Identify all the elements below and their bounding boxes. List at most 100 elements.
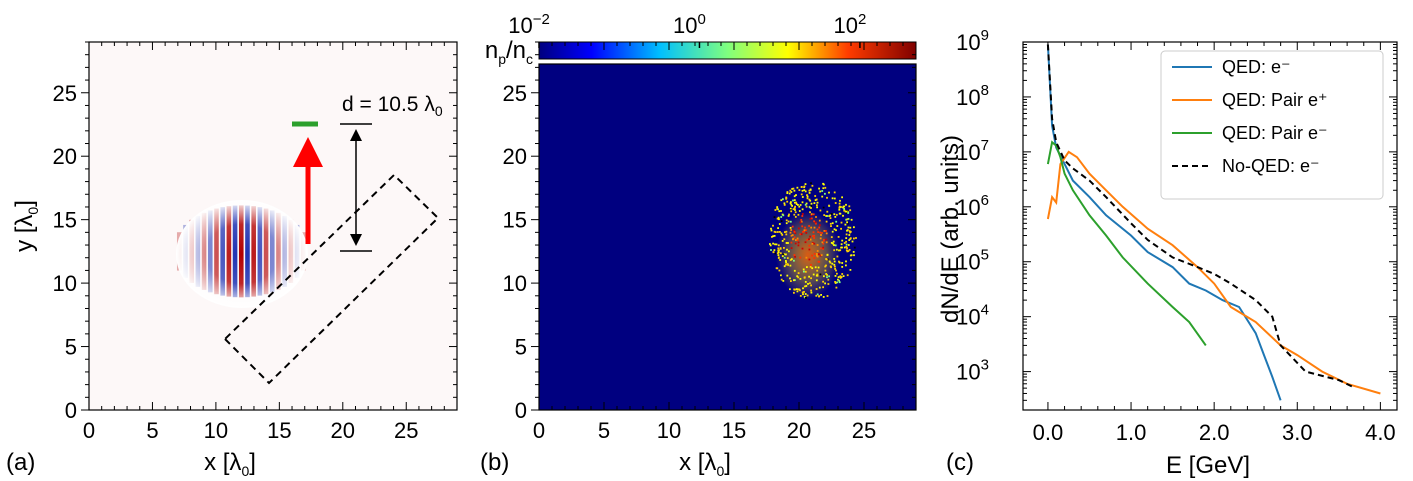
particle — [826, 196, 828, 199]
distance-annotation: d = 10.5 λ0 — [342, 93, 443, 119]
particle — [853, 226, 855, 229]
particle — [840, 206, 842, 208]
particle — [806, 266, 808, 268]
particle — [816, 254, 818, 257]
particle — [800, 186, 803, 188]
particle — [823, 230, 826, 232]
particle — [825, 273, 828, 275]
particle — [785, 233, 788, 236]
particle — [788, 250, 790, 253]
particle — [794, 216, 797, 218]
particle — [845, 233, 848, 236]
particle — [803, 189, 806, 191]
particle — [828, 260, 831, 263]
x-tick-label: 1.0 — [1116, 420, 1147, 445]
particle — [802, 287, 804, 290]
particle — [804, 270, 807, 273]
y-tick-label: 103 — [956, 357, 989, 385]
colorbar-tick-label: 100 — [673, 11, 706, 38]
particle — [810, 205, 813, 207]
particle — [835, 269, 837, 272]
particle — [822, 238, 825, 241]
particle — [783, 238, 786, 241]
y-tick-label: 20 — [503, 144, 527, 169]
particle — [781, 234, 784, 236]
particle — [794, 209, 796, 211]
particle — [785, 260, 787, 262]
particle — [789, 259, 792, 261]
x-tick-label: 0 — [83, 418, 95, 443]
particle — [824, 186, 827, 189]
particle — [802, 293, 804, 296]
y-tick-label: 20 — [53, 144, 77, 169]
particle — [810, 289, 812, 292]
particle — [822, 286, 824, 289]
particle — [853, 237, 855, 240]
particle — [797, 244, 800, 247]
particle — [809, 217, 812, 220]
particle — [835, 286, 838, 289]
particle — [823, 214, 826, 216]
particle — [838, 249, 840, 252]
particle — [793, 231, 796, 233]
particle — [790, 241, 793, 244]
particle — [837, 236, 840, 238]
particle — [839, 277, 842, 279]
particle — [773, 249, 776, 251]
particle — [800, 193, 803, 196]
particle — [780, 232, 783, 235]
particle — [785, 222, 788, 225]
particle — [838, 202, 841, 205]
particle — [773, 230, 776, 233]
panel-c: 0.0 1.0 2.0 3.0 4.0 103 104 105 106 107 108 109 QED… — [937, 27, 1398, 479]
particle — [808, 258, 811, 261]
particle — [793, 288, 796, 291]
particle — [847, 218, 850, 220]
legend-label: QED: Pair e⁻ — [1222, 123, 1328, 143]
particle — [810, 284, 812, 287]
particle — [834, 281, 836, 283]
panel-b: 10−2 100 102 np/nc 0 5 10 15 20 25 0 5 10 15 20 25 x … — [480, 11, 917, 479]
particle — [785, 263, 787, 266]
particle — [772, 242, 774, 245]
particle — [788, 213, 790, 216]
particle — [805, 205, 808, 208]
particle — [785, 197, 788, 200]
particle — [833, 191, 836, 194]
particle — [824, 230, 827, 232]
particle — [813, 252, 816, 255]
particle — [815, 274, 818, 277]
particle — [799, 221, 802, 224]
particle — [790, 247, 793, 249]
particle — [822, 296, 825, 298]
panel-a-frame — [88, 41, 458, 411]
particle — [822, 246, 825, 249]
particle — [823, 275, 825, 278]
particle — [842, 214, 844, 217]
panel-b-frame — [538, 63, 917, 411]
particle — [815, 279, 818, 282]
particle — [775, 243, 778, 246]
particle — [795, 201, 798, 204]
particle — [789, 264, 792, 267]
particle — [774, 231, 777, 233]
particle — [813, 257, 816, 259]
particle — [818, 253, 820, 256]
particle — [828, 191, 830, 194]
particle — [803, 276, 806, 279]
particle — [812, 273, 815, 276]
pair-cluster — [769, 182, 857, 299]
particle — [827, 283, 830, 285]
pulse-envelope — [176, 200, 308, 308]
particle — [812, 235, 814, 237]
particle — [797, 204, 799, 206]
particle — [835, 220, 838, 223]
particle — [839, 212, 842, 215]
particle — [789, 220, 792, 223]
particle — [809, 235, 811, 238]
particle — [812, 213, 815, 216]
particle — [833, 258, 836, 260]
particle — [803, 230, 805, 233]
panel-a-ticks: 0 5 10 15 20 25 0 5 10 15 20 25 — [53, 41, 458, 443]
